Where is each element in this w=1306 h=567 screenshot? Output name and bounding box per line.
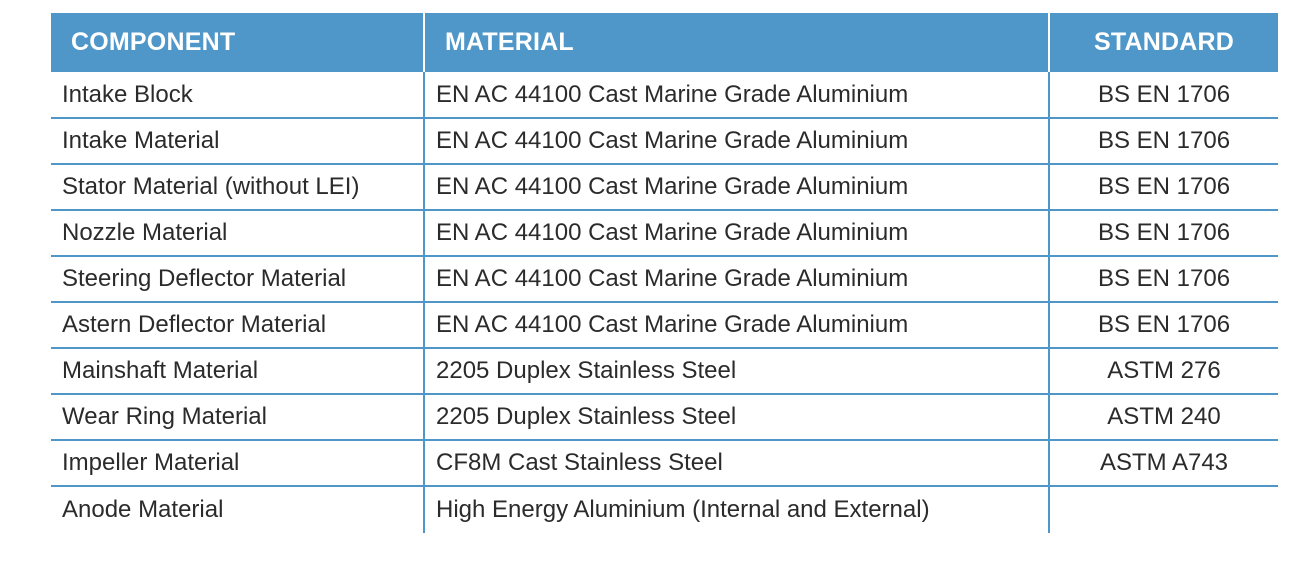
header-row: COMPONENT MATERIAL STANDARD bbox=[51, 13, 1278, 72]
standard-cell: BS EN 1706 bbox=[1048, 210, 1278, 257]
component-cell: Nozzle Material bbox=[51, 210, 424, 257]
component-cell: Intake Material bbox=[51, 118, 424, 165]
table-row: Astern Deflector Material EN AC 44100 Ca… bbox=[51, 302, 1278, 349]
table-row: Anode Material High Energy Aluminium (In… bbox=[51, 486, 1278, 533]
material-cell: EN AC 44100 Cast Marine Grade Aluminium bbox=[423, 302, 1049, 349]
table-row: Impeller Material CF8M Cast Stainless St… bbox=[51, 440, 1278, 487]
standard-cell: ASTM A743 bbox=[1048, 440, 1278, 487]
component-cell: Wear Ring Material bbox=[51, 394, 424, 441]
standard-cell: BS EN 1706 bbox=[1048, 118, 1278, 165]
standard-cell: ASTM 276 bbox=[1048, 348, 1278, 395]
material-cell: EN AC 44100 Cast Marine Grade Aluminium bbox=[423, 210, 1049, 257]
standard-cell: BS EN 1706 bbox=[1048, 164, 1278, 211]
standard-cell: BS EN 1706 bbox=[1048, 302, 1278, 349]
component-cell: Impeller Material bbox=[51, 440, 424, 487]
table-row: Nozzle Material EN AC 44100 Cast Marine … bbox=[51, 210, 1278, 257]
component-cell: Anode Material bbox=[62, 496, 224, 523]
component-cell: Intake Block bbox=[51, 72, 424, 119]
standard-cell: ASTM 240 bbox=[1048, 394, 1278, 441]
table-body: Intake Block EN AC 44100 Cast Marine Gra… bbox=[51, 72, 1278, 533]
material-cell: EN AC 44100 Cast Marine Grade Aluminium bbox=[423, 164, 1049, 211]
table-header: COMPONENT MATERIAL STANDARD bbox=[51, 13, 1278, 72]
material-cell: High Energy Aluminium (Internal and Exte… bbox=[423, 486, 1049, 533]
material-cell: EN AC 44100 Cast Marine Grade Aluminium bbox=[423, 118, 1049, 165]
component-cell: Steering Deflector Material bbox=[51, 256, 424, 303]
material-cell: EN AC 44100 Cast Marine Grade Aluminium bbox=[423, 256, 1049, 303]
column-header-standard: STANDARD bbox=[1048, 13, 1278, 72]
table-row: Intake Block EN AC 44100 Cast Marine Gra… bbox=[51, 72, 1278, 119]
material-cell: CF8M Cast Stainless Steel bbox=[423, 440, 1049, 487]
column-header-material: MATERIAL bbox=[423, 13, 1049, 72]
component-cell: Mainshaft Material bbox=[51, 348, 424, 395]
table-row: Mainshaft Material 2205 Duplex Stainless… bbox=[51, 348, 1278, 395]
material-spec-table: COMPONENT MATERIAL STANDARD Intake Block… bbox=[51, 13, 1278, 533]
component-cell: Stator Material (without LEI) bbox=[51, 164, 424, 211]
standard-cell: BS EN 1706 bbox=[1048, 256, 1278, 303]
material-cell: 2205 Duplex Stainless Steel bbox=[423, 348, 1049, 395]
table-row: Stator Material (without LEI) EN AC 4410… bbox=[51, 164, 1278, 211]
standard-cell: BS EN 1706 bbox=[1048, 72, 1278, 119]
column-header-component: COMPONENT bbox=[51, 13, 424, 72]
standard-cell bbox=[1048, 486, 1278, 533]
material-cell: EN AC 44100 Cast Marine Grade Aluminium bbox=[423, 72, 1049, 119]
component-cell: Astern Deflector Material bbox=[51, 302, 424, 349]
material-cell: 2205 Duplex Stainless Steel bbox=[423, 394, 1049, 441]
table-row: Steering Deflector Material EN AC 44100 … bbox=[51, 256, 1278, 303]
table-row: Wear Ring Material 2205 Duplex Stainless… bbox=[51, 394, 1278, 441]
table-row: Intake Material EN AC 44100 Cast Marine … bbox=[51, 118, 1278, 165]
